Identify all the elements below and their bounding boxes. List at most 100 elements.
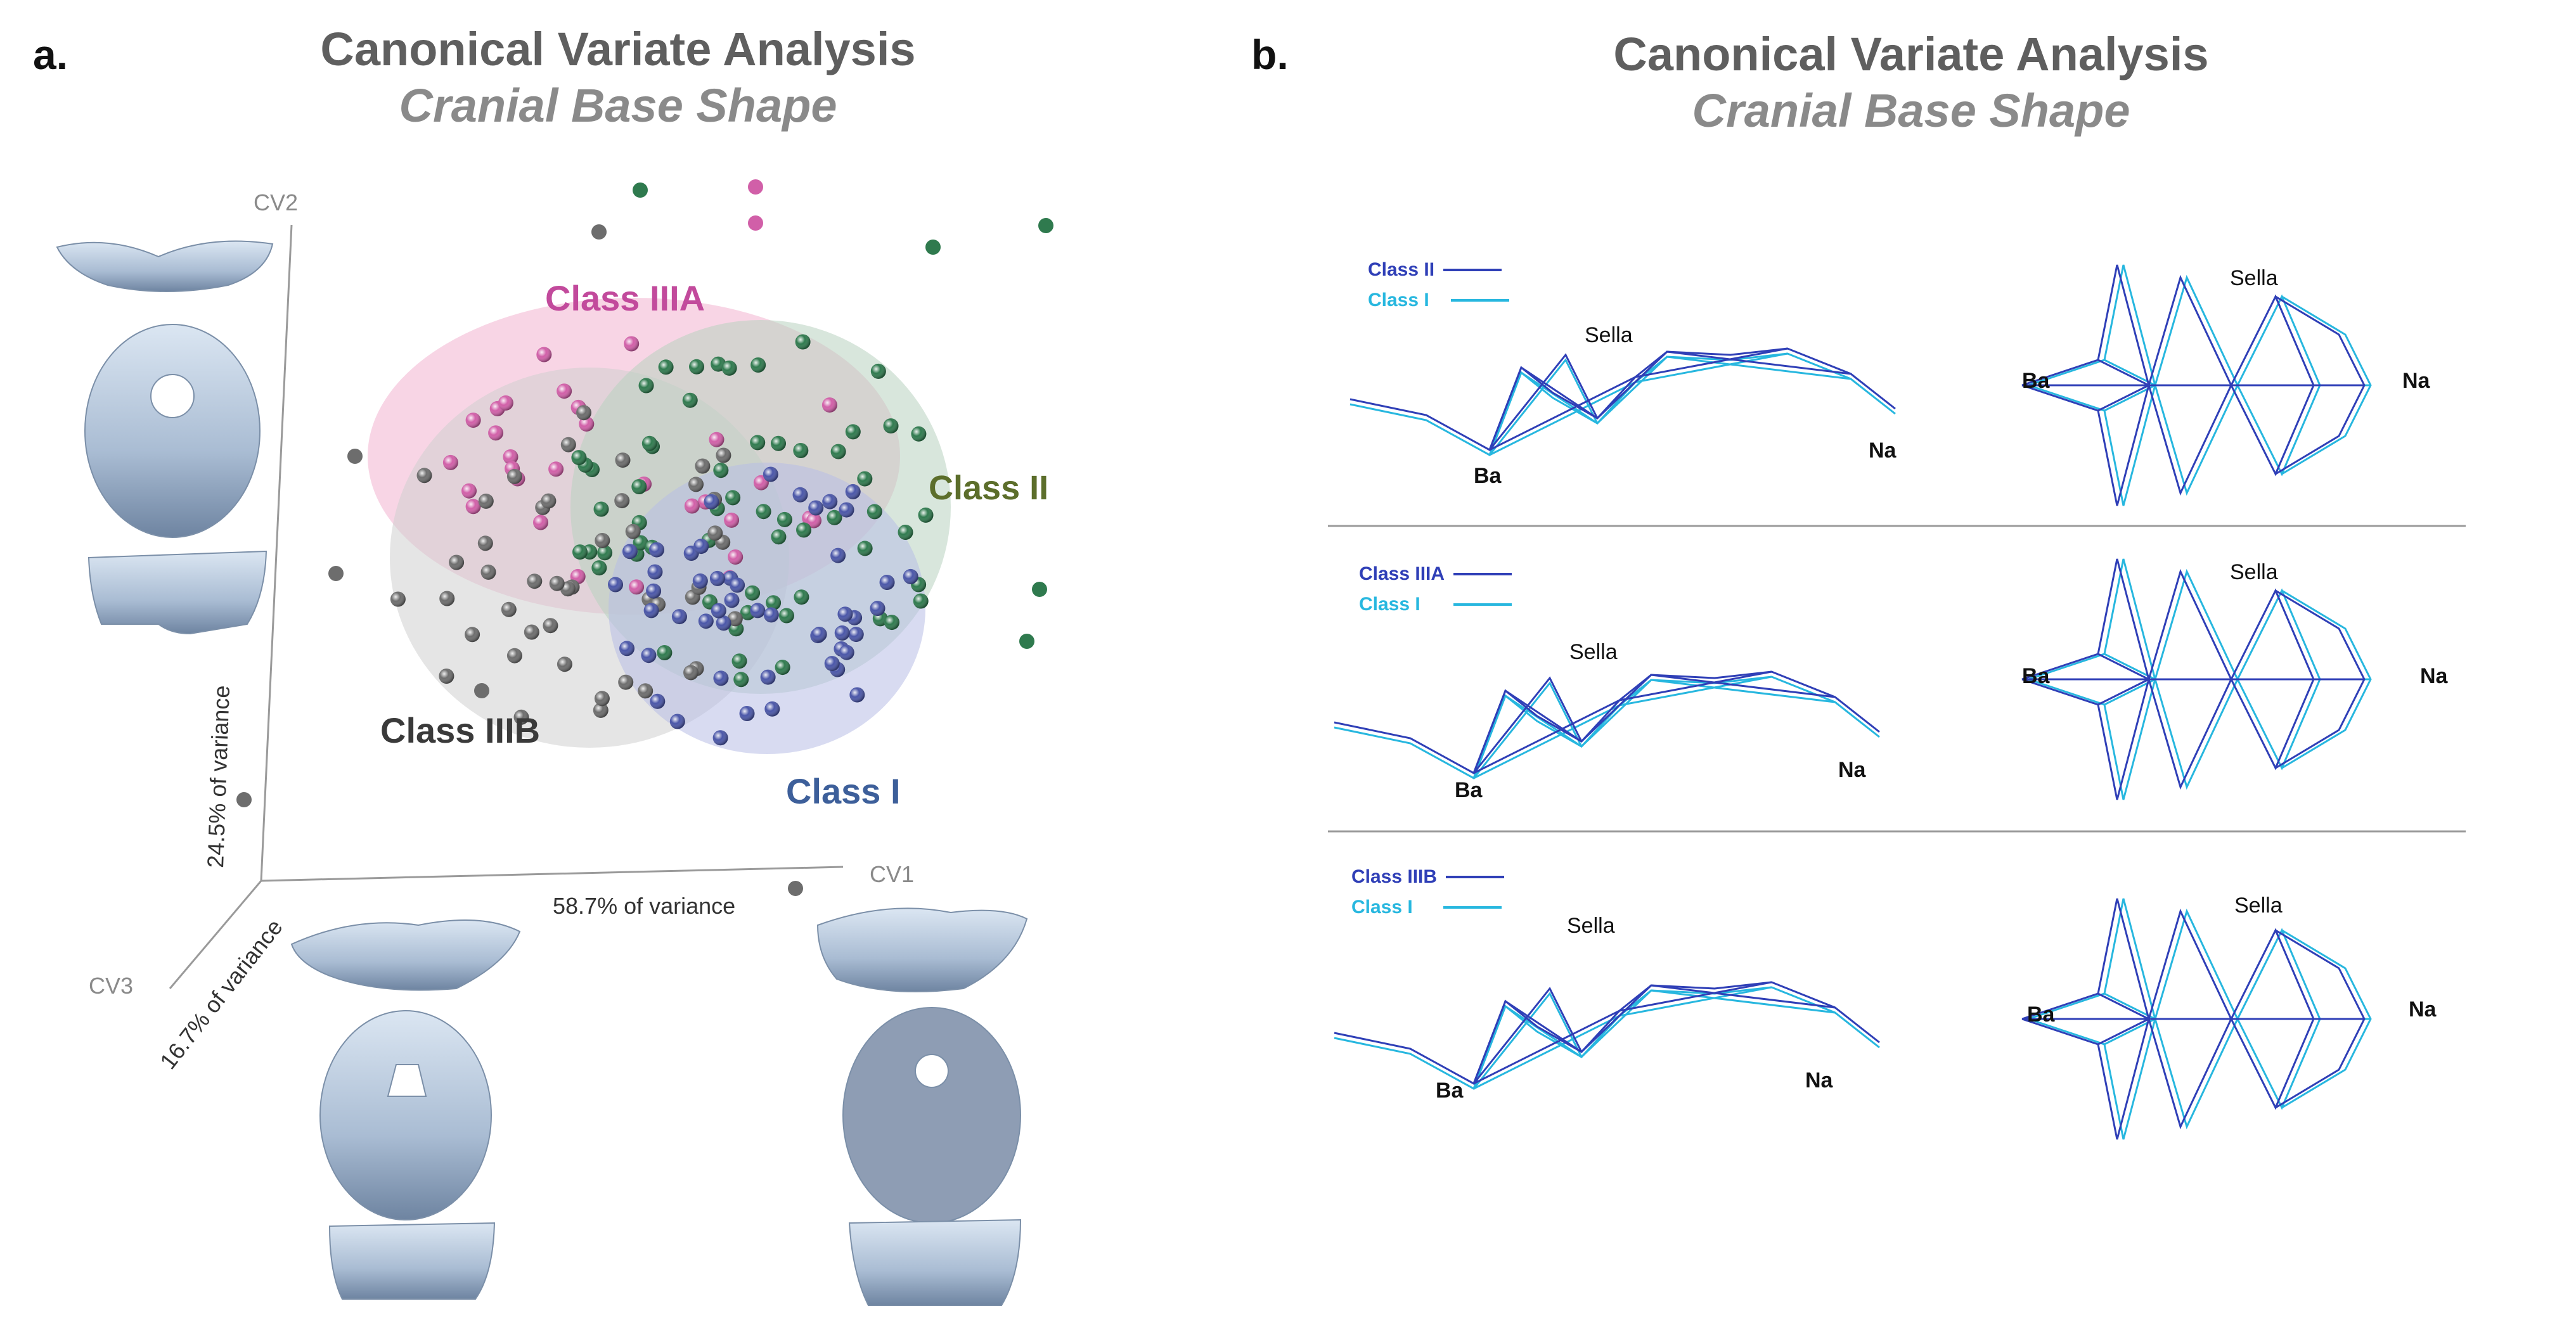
target-lateral-1-strut-2 <box>1489 347 1788 451</box>
scatter-point-shade <box>513 709 529 725</box>
scatter-point-shade <box>649 542 664 558</box>
ba-superior-3-label: Ba <box>2027 1002 2055 1027</box>
reference-lateral-2-strut-2 <box>1473 676 1772 779</box>
scatter-point-shade <box>647 564 663 580</box>
target-lateral-3-strut-3 <box>1472 984 1836 1084</box>
reference-lateral-1-outline <box>1349 352 1896 457</box>
scatter-point-shade <box>506 468 522 484</box>
scatter-point-shade <box>830 444 846 459</box>
scatter-point-shade <box>707 525 723 541</box>
scatter-point-shade <box>669 714 685 729</box>
cv2-label: CV2 <box>254 189 298 215</box>
scatter-point-shade <box>911 426 927 442</box>
scatter-point-shade <box>845 483 861 499</box>
scatter-point-shade <box>713 670 729 686</box>
scatter-point-shade <box>730 577 745 593</box>
reference-superior-1-nasal <box>2281 295 2372 475</box>
scatter-point-shade <box>778 608 794 624</box>
scatter-point-shade <box>845 424 861 440</box>
scatter-point-shade <box>898 525 913 540</box>
scatter-point-shade <box>594 691 610 707</box>
scatter-point <box>474 683 489 698</box>
panel-b-dividers <box>1328 525 2466 833</box>
scatter-point-shade <box>709 432 724 447</box>
scatter-point-shade <box>713 463 729 478</box>
scatter-point-shade <box>918 507 934 523</box>
legend-item-target: Class IIIA <box>1359 559 1512 589</box>
reference-superior-3-nasal <box>2281 929 2372 1109</box>
target-lateral-1-strut-3 <box>1488 350 1852 451</box>
scatter-point-shade <box>641 648 657 663</box>
scatter-point-shade <box>756 504 771 520</box>
scatter-point-shade <box>439 669 454 684</box>
cv2-axis <box>260 224 293 881</box>
scatter-point-shade <box>503 449 518 464</box>
cv1-label: CV1 <box>870 861 914 887</box>
scatter-point <box>1032 582 1047 597</box>
scatter-point-shade <box>764 701 780 717</box>
scatter-point-shade <box>794 589 809 605</box>
scatter-point-shade <box>731 653 747 669</box>
scatter-point-shade <box>624 336 640 352</box>
scatter-point-shade <box>543 618 558 634</box>
scatter-point-shade <box>465 627 480 643</box>
na-superior-1-label: Na <box>2402 369 2430 393</box>
scatter-point-shade <box>792 487 808 503</box>
scatter-point-shade <box>724 512 740 528</box>
legend-item-reference: Class I <box>1368 285 1509 316</box>
panel-a-title: Canonical Variate Analysis <box>320 23 916 75</box>
scatter-point-shade <box>619 641 634 656</box>
scatter-point-shade <box>848 627 864 643</box>
reference-superior-2-nasal <box>2281 589 2372 769</box>
legend-reference-swatch <box>1443 906 1502 909</box>
scatter-point-shade <box>465 499 481 515</box>
na-superior-3-label: Na <box>2409 997 2437 1021</box>
skull-frontal-pos <box>848 1219 1022 1306</box>
ba-superior-1-label: Ba <box>2022 369 2050 393</box>
skull-superior-cv2 <box>84 324 261 538</box>
skull-lateral-cv2 <box>56 240 274 292</box>
scatter-point-shade <box>671 609 687 625</box>
scatter-point <box>1019 634 1034 649</box>
scatter-point-shade <box>712 730 728 746</box>
scatter-point-shade <box>834 625 850 641</box>
scatter-point-shade <box>695 458 711 474</box>
ba-lateral-1-label: Ba <box>1474 464 1502 488</box>
scatter-point-shade <box>576 405 591 421</box>
scatter-point <box>236 792 252 807</box>
reference-lateral-1-strut-3 <box>1488 355 1852 456</box>
scatter-point-shade <box>488 425 504 441</box>
scatter-point-shade <box>390 591 406 607</box>
scatter-point-shade <box>793 443 809 458</box>
scatter-point <box>347 449 363 464</box>
legend-item-target: Class IIIB <box>1351 862 1505 892</box>
scatter-point-shade <box>536 347 552 362</box>
scatter-point-shade <box>728 549 744 565</box>
scatter-point-shade <box>480 564 496 580</box>
scatter-point-shade <box>572 544 588 560</box>
scatter-point <box>633 183 648 198</box>
target-superior-1-nasal <box>2275 295 2366 475</box>
target-superior-3-front <box>2230 928 2315 1110</box>
scatter-point-shade <box>822 494 838 509</box>
ba-lateral-2-label: Ba <box>1455 778 1483 802</box>
scatter-point-shade <box>711 603 726 618</box>
scatter-point-shade <box>806 513 821 528</box>
scatter-point-shade <box>776 511 792 527</box>
legend-item-reference: Class I <box>1359 589 1512 620</box>
scatter-point-shade <box>750 435 766 451</box>
scatter-point-shade <box>631 479 647 494</box>
scatter-point-shade <box>579 416 595 432</box>
legend-target-swatch <box>1446 876 1505 878</box>
legend-reference-label: Class I <box>1351 897 1413 918</box>
legend-reference-label: Class I <box>1368 290 1429 311</box>
scatter-point-shade <box>771 529 787 545</box>
class-i-ellipse <box>609 463 925 754</box>
scatter-point-shade <box>870 601 886 617</box>
scatter-point-shade <box>548 461 564 477</box>
scatter-point-shade <box>688 477 704 492</box>
target-lateral-3-outline <box>1334 981 1880 1085</box>
scatter-point-shade <box>883 418 899 434</box>
scatter-point-shade <box>593 702 609 718</box>
scatter-point-shade <box>571 450 587 466</box>
